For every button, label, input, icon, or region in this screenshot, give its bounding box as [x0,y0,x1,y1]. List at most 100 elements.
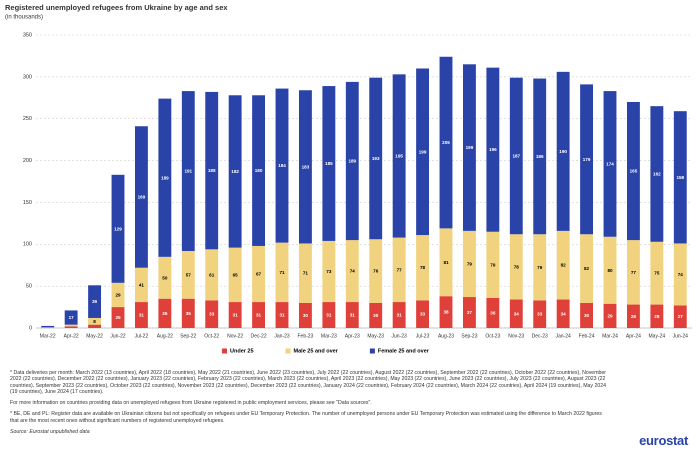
bar-segment [88,317,102,325]
data-label: 129 [114,226,122,231]
bar-segment [509,299,523,328]
bar-segment [650,304,664,328]
data-label: 31 [326,313,332,318]
x-tick-label: Feb-24 [579,333,595,339]
data-label: 39 [92,299,98,304]
x-tick-label: Dec-22 [251,333,267,339]
bar-segment [439,228,453,297]
x-tick-label: Apr-24 [626,333,641,339]
data-label: 31 [397,313,403,318]
data-label: 189 [348,159,356,164]
bar-segment [252,95,266,246]
data-label: 41 [139,282,145,287]
data-label: 184 [278,163,286,168]
x-tick-label: Sep-23 [461,333,477,339]
data-label: 186 [536,154,544,159]
data-label: 169 [138,195,146,200]
x-tick-label: Oct-22 [204,333,219,339]
data-label: 50 [162,275,168,280]
bar-segment [205,91,219,250]
data-label: 28 [631,314,637,319]
bar-segment [533,78,547,235]
bar-segment [416,235,430,301]
x-tick-label: Jun-23 [391,333,407,339]
bar-segment [416,300,430,328]
chart-subtitle: (in thousands) [5,15,43,21]
bar-segment [533,300,547,328]
data-label: 31 [139,313,145,318]
bar-segment [626,304,640,328]
bar-segment [580,234,594,303]
bar-segment [673,111,687,244]
legend-label: Under 25 [230,348,254,354]
bar-segment [439,296,453,328]
data-label: 28 [654,314,660,319]
y-tick-label: 150 [23,200,32,206]
note: * BE, DE and PL: Register data are avail… [10,411,602,424]
data-label: 27 [678,314,684,319]
data-label: 35 [186,311,192,316]
bar-segment [345,240,359,303]
bar-segment [275,242,289,303]
data-label: 174 [606,161,614,166]
x-tick-label: Jun-24 [673,333,689,339]
data-label: 79 [467,261,473,266]
data-label: 185 [325,161,333,166]
x-tick-label: Oct-23 [485,333,500,339]
legend-label: Female 25 and over [378,348,430,354]
bar-segment [486,231,500,298]
data-label: 17 [69,315,75,320]
bar-segment [603,303,617,328]
data-label: 57 [186,272,192,277]
data-label: 31 [233,313,239,318]
bar-segment [134,267,148,303]
bar-segment [650,106,664,242]
bar-segment [603,236,617,304]
x-tick-label: Jan-24 [555,333,571,339]
bar-segment [158,298,172,328]
y-tick-label: 200 [23,158,32,164]
x-tick-label: Nov-23 [508,333,524,339]
data-label: 77 [631,270,637,275]
data-label: 29 [115,292,121,297]
data-label: 33 [209,312,215,317]
bar-segment [158,98,172,257]
data-label: 33 [537,312,543,317]
bar-segment [111,174,125,283]
data-label: 30 [584,313,590,318]
x-tick-label: Dec-23 [532,333,548,339]
bar-segment [322,86,336,241]
data-label: 205 [442,140,450,145]
bar-segment [158,256,172,299]
data-label: 188 [208,168,216,173]
data-label: 34 [514,311,520,316]
data-label: 196 [489,147,497,152]
data-label: 199 [466,145,474,150]
bar-segment [369,302,383,328]
bar-segment [580,84,594,235]
legend-swatch [285,348,291,354]
bar-segment [556,299,570,328]
x-tick-label: Sep-22 [180,333,196,339]
data-label: 78 [514,264,520,269]
data-label: 31 [350,313,356,318]
data-label: 30 [373,313,379,318]
data-label: 189 [161,175,169,180]
bar-segment [205,300,219,328]
bar-segment [345,302,359,328]
y-tick-label: 350 [23,32,32,38]
bar-segment [462,64,476,231]
data-label: 187 [512,153,520,158]
bar-segment [64,326,78,328]
data-label: 38 [443,310,449,315]
bar-segment [298,90,312,244]
legend-swatch [369,348,375,354]
bar-segment [134,302,148,328]
note: * Data deliveries per month: March 2022 … [10,370,607,395]
bar-segment [64,324,78,327]
data-label: 179 [583,157,591,162]
y-tick-label: 300 [23,74,32,80]
source: Source: Eurostat unpublished data [10,429,90,436]
bar-segment [416,68,430,236]
data-label: 80 [607,268,613,273]
